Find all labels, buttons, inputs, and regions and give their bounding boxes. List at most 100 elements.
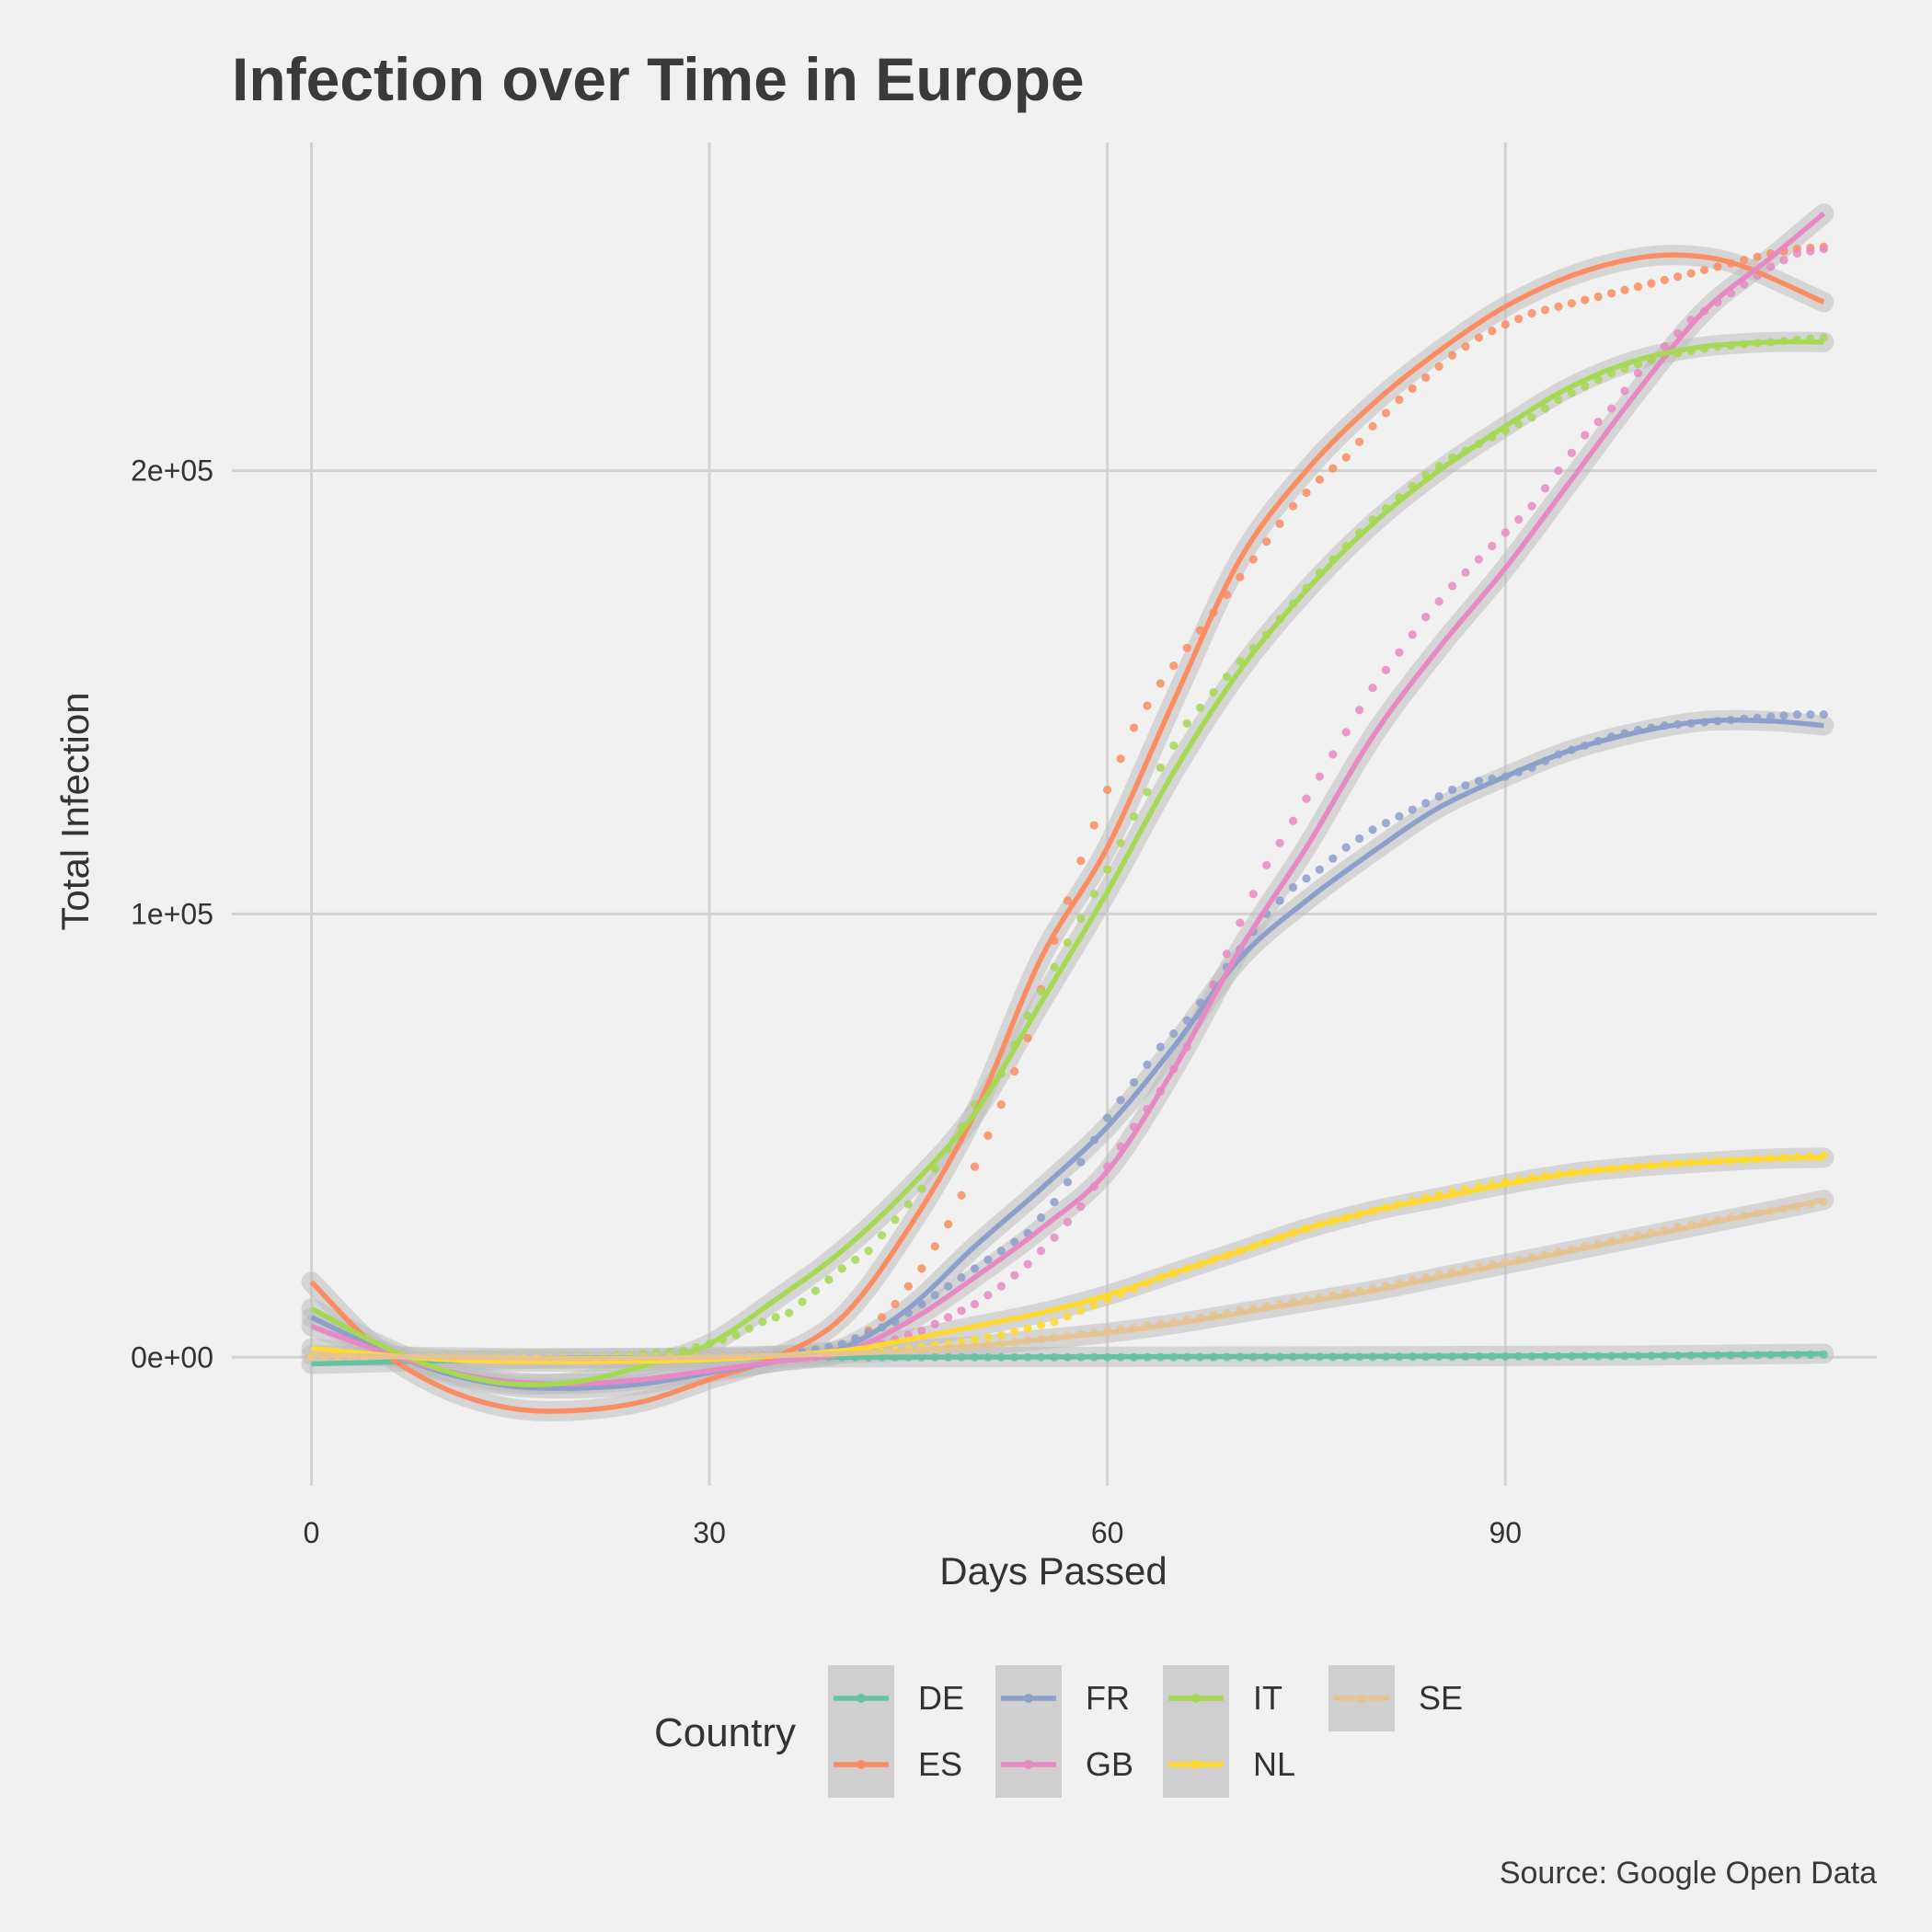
point-GB-70 xyxy=(1236,918,1245,927)
point-FR-86 xyxy=(1447,785,1457,795)
point-GB-73 xyxy=(1275,838,1284,847)
legend-dot-SE xyxy=(1357,1694,1366,1703)
legend-dot-ES xyxy=(857,1760,866,1769)
point-ES-66 xyxy=(1182,643,1191,652)
point-ES-45 xyxy=(903,1282,913,1291)
point-NL-51 xyxy=(983,1332,993,1342)
point-NL-55 xyxy=(1036,1320,1046,1329)
point-FR-87 xyxy=(1461,781,1470,790)
point-ES-88 xyxy=(1474,333,1484,342)
point-ES-91 xyxy=(1514,314,1524,324)
legend: Country DE ES FR GB IT NL SE xyxy=(654,1665,1463,1798)
smooth-line-SE xyxy=(311,1197,1824,1362)
point-GB-88 xyxy=(1474,555,1484,564)
point-ES-48 xyxy=(944,1220,953,1229)
chart-title: Infection over Time in Europe xyxy=(232,45,1085,113)
point-ES-90 xyxy=(1501,319,1510,329)
grid-lines xyxy=(232,143,1877,1486)
point-GB-71 xyxy=(1248,890,1258,899)
point-ES-59 xyxy=(1089,821,1098,830)
point-IT-55 xyxy=(1036,987,1046,996)
point-FR-76 xyxy=(1315,865,1324,874)
point-FR-58 xyxy=(1076,1157,1086,1167)
point-IT-37 xyxy=(798,1297,807,1306)
legend-dot-GB xyxy=(1024,1760,1033,1769)
point-FR-63 xyxy=(1143,1060,1152,1069)
band-IT xyxy=(301,331,1834,1396)
point-IT-38 xyxy=(811,1286,821,1295)
point-IT-32 xyxy=(731,1330,741,1340)
point-IT-95 xyxy=(1567,388,1576,397)
point-FR-83 xyxy=(1408,805,1417,814)
point-GB-77 xyxy=(1328,750,1338,759)
point-GB-58 xyxy=(1076,1202,1086,1212)
point-FR-48 xyxy=(944,1282,953,1291)
point-FR-84 xyxy=(1421,799,1431,808)
point-FR-77 xyxy=(1328,854,1338,863)
point-ES-76 xyxy=(1315,475,1324,484)
point-GB-97 xyxy=(1593,417,1603,427)
point-GB-110 xyxy=(1766,262,1776,271)
point-GB-87 xyxy=(1461,568,1470,577)
point-GB-74 xyxy=(1288,816,1298,825)
point-ES-102 xyxy=(1660,275,1669,284)
y-axis-label: Total Infection xyxy=(53,692,97,930)
point-FR-52 xyxy=(996,1247,1006,1256)
point-IT-67 xyxy=(1196,703,1205,712)
point-IT-33 xyxy=(744,1324,753,1333)
point-NL-58 xyxy=(1076,1306,1086,1316)
legend-dot-NL xyxy=(1191,1760,1201,1769)
point-NL-52 xyxy=(996,1330,1006,1340)
point-FR-111 xyxy=(1779,711,1788,720)
point-ES-93 xyxy=(1540,305,1550,315)
smooth-line-ES xyxy=(309,252,1825,1414)
point-IT-93 xyxy=(1540,404,1550,413)
point-IT-65 xyxy=(1169,741,1179,750)
point-GB-81 xyxy=(1381,665,1391,674)
x-tick-label-90: 90 xyxy=(1489,1516,1522,1549)
point-GB-89 xyxy=(1488,541,1497,551)
point-FR-75 xyxy=(1302,874,1311,883)
legend-dot-IT xyxy=(1191,1694,1201,1703)
point-GB-52 xyxy=(996,1282,1006,1291)
point-FR-88 xyxy=(1474,776,1484,786)
point-GB-112 xyxy=(1792,248,1802,259)
point-ES-74 xyxy=(1288,501,1298,511)
point-FR-79 xyxy=(1355,834,1364,844)
point-GB-55 xyxy=(1036,1247,1046,1256)
point-GB-79 xyxy=(1355,706,1364,715)
point-ES-70 xyxy=(1236,572,1245,581)
point-IT-68 xyxy=(1209,687,1218,697)
point-GB-91 xyxy=(1514,514,1524,524)
point-ES-62 xyxy=(1129,723,1139,732)
point-ES-57 xyxy=(1063,896,1073,905)
point-FR-50 xyxy=(970,1264,980,1273)
point-ES-81 xyxy=(1381,408,1391,418)
point-ES-58 xyxy=(1076,856,1086,866)
point-ES-51 xyxy=(983,1131,993,1140)
point-IT-63 xyxy=(1143,788,1152,797)
point-FR-64 xyxy=(1156,1042,1165,1052)
point-FR-57 xyxy=(1063,1178,1073,1187)
point-ES-95 xyxy=(1567,299,1576,308)
legend-dot-FR xyxy=(1024,1694,1033,1703)
legend-label-GB: GB xyxy=(1086,1745,1133,1783)
point-ES-104 xyxy=(1686,269,1696,278)
point-FR-55 xyxy=(1036,1213,1046,1223)
confidence-bands xyxy=(301,203,1834,1421)
point-ES-78 xyxy=(1341,453,1351,462)
point-ES-54 xyxy=(1023,1033,1032,1042)
point-IT-64 xyxy=(1156,763,1165,773)
point-IT-62 xyxy=(1129,811,1139,822)
point-GB-48 xyxy=(944,1313,953,1322)
legend-label-IT: IT xyxy=(1253,1679,1282,1717)
point-ES-94 xyxy=(1554,302,1563,311)
point-FR-73 xyxy=(1275,896,1284,905)
y-tick-label-1e+05: 1e+05 xyxy=(131,897,213,930)
point-FR-74 xyxy=(1288,882,1298,892)
point-IT-42 xyxy=(864,1247,873,1256)
point-GB-94 xyxy=(1554,466,1563,476)
legend-label-FR: FR xyxy=(1086,1679,1130,1717)
point-ES-72 xyxy=(1262,537,1271,546)
